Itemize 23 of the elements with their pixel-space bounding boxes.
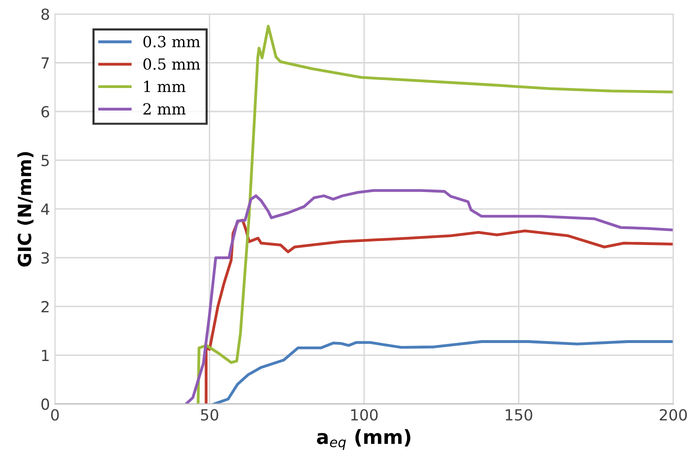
line-series [204, 218, 674, 404]
x-tick-label: 0 [51, 409, 59, 421]
x-tick-label: 100 [351, 409, 378, 421]
y-tick-label: 7 [42, 57, 49, 69]
y-axis-title: GIC (N/mm) [17, 152, 34, 267]
y-tick-label: 3 [42, 252, 49, 264]
line-series [184, 189, 674, 404]
line-series [212, 340, 674, 404]
y-tick-label: 8 [41, 8, 50, 20]
legend-label: 1 mm [144, 80, 186, 92]
x-tick-label: 150 [506, 409, 532, 421]
legend-label: 0.3 mm [143, 36, 200, 48]
legend-label: 0.5 mm [143, 58, 200, 70]
y-tick-label: 5 [42, 154, 49, 166]
x-tick-label: 50 [200, 409, 218, 421]
legend-label: 2 mm [143, 103, 186, 114]
y-tick-label: 6 [41, 106, 50, 118]
y-tick-label: 1 [42, 350, 49, 362]
x-tick-label: 200 [660, 409, 687, 421]
y-tick-label: 2 [42, 300, 49, 312]
y-tick-label: 4 [41, 204, 50, 215]
y-tick-label: 0 [41, 398, 50, 410]
x-axis-title: a$_{eq}$ (mm) [316, 429, 410, 450]
